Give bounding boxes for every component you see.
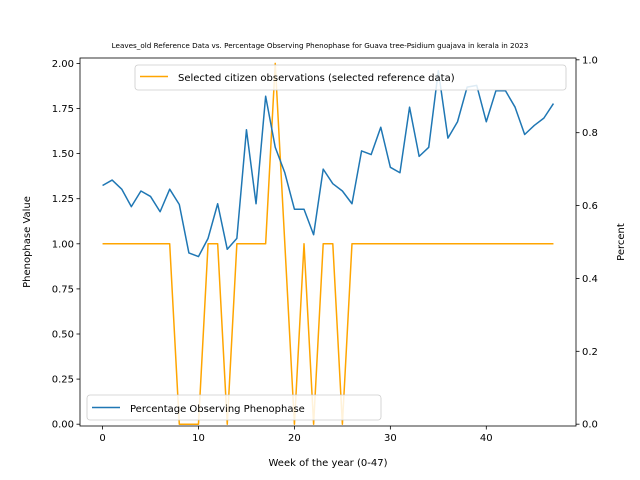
y-left-tick-label: 0.75 — [52, 284, 74, 295]
x-tick-label: 40 — [480, 433, 493, 444]
legend-box — [134, 64, 567, 91]
y-right-tick-label: 0.6 — [582, 201, 598, 212]
y-left-tick-label: 1.50 — [52, 149, 74, 160]
y-left-tick-label: 1.00 — [52, 239, 74, 250]
series-line-percentage — [102, 70, 555, 258]
y-axis-left-label: Phenophase Value — [22, 196, 33, 288]
y-right-tick-label: 0.0 — [582, 420, 598, 431]
y-right-tick-label: 1.0 — [582, 55, 598, 66]
x-tick-label: 0 — [99, 433, 105, 444]
legend-label-reference: Selected citizen observations (selected … — [178, 73, 455, 84]
y-left-tick-label: 2.00 — [52, 59, 74, 70]
series-layer — [102, 62, 555, 425]
x-tick-label: 10 — [192, 433, 205, 444]
chart-title: Leaves_old Reference Data vs. Percentage… — [112, 41, 529, 50]
y-left-tick-label: 1.75 — [52, 104, 74, 115]
legend-label-percentage: Percentage Observing Phenophase — [130, 404, 305, 415]
plot-frame — [79, 57, 577, 427]
y-left-tick-label: 1.25 — [52, 194, 74, 205]
y-left-tick-label: 0.50 — [52, 330, 74, 341]
x-axis: 0 10 20 30 40 — [99, 426, 493, 444]
y-axis-right: 0.0 0.2 0.4 0.6 0.8 1.0 — [576, 55, 598, 431]
y-right-tick-label: 0.8 — [582, 128, 598, 139]
x-tick-label: 20 — [288, 433, 301, 444]
legend-lower-left: Percentage Observing Phenophase — [86, 394, 382, 421]
series-line-reference — [102, 62, 554, 425]
x-axis-label: Week of the year (0-47) — [269, 458, 388, 469]
y-axis-right-label: Percent — [616, 223, 627, 261]
legend-upper-right: Selected citizen observations (selected … — [134, 64, 567, 91]
y-right-tick-label: 0.4 — [582, 274, 598, 285]
y-axis-left: 0.00 0.25 0.50 0.75 1.00 1.25 1.50 1.75 2.00 — [52, 59, 80, 431]
legend-box — [86, 394, 382, 421]
x-tick-label: 30 — [384, 433, 397, 444]
y-right-tick-label: 0.2 — [582, 347, 598, 358]
y-left-tick-label: 0.00 — [52, 420, 74, 431]
y-left-tick-label: 0.25 — [52, 375, 74, 386]
